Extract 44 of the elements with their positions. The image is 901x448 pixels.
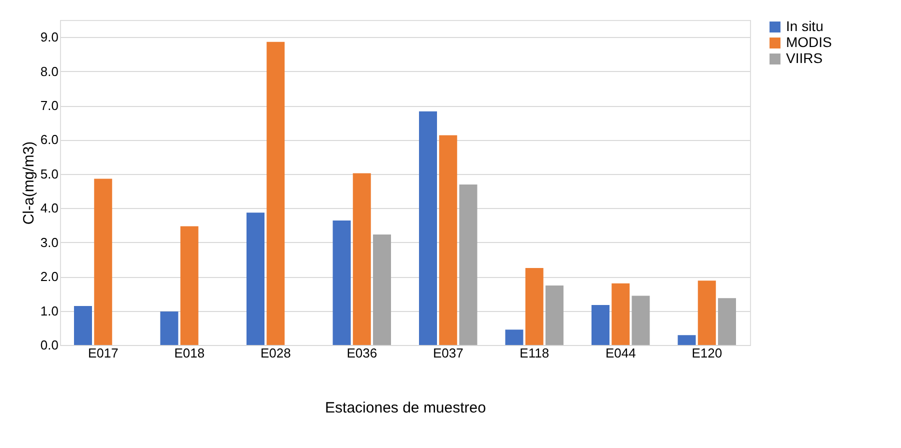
- bar: [246, 212, 264, 345]
- bar: [505, 330, 524, 345]
- y-tick-label: 1.0: [40, 303, 58, 318]
- legend-label: VIIRS: [786, 50, 823, 66]
- y-tick-label: 9.0: [40, 30, 58, 45]
- x-tick-label: E118: [520, 346, 550, 360]
- bar: [698, 280, 716, 345]
- bar: [352, 173, 371, 345]
- bar: [718, 298, 736, 345]
- bar: [419, 111, 437, 345]
- y-tick-label: 4.0: [40, 200, 58, 216]
- y-tick-label: 7.0: [40, 98, 58, 114]
- y-tick-label: 2.0: [40, 269, 58, 284]
- bar: [678, 335, 696, 345]
- bar: [180, 226, 198, 345]
- bar: [632, 296, 650, 345]
- y-tick-label: 6.0: [40, 132, 58, 148]
- bar: [439, 135, 458, 345]
- y-tick-label: 5.0: [40, 166, 58, 182]
- x-tick-label: E037: [432, 346, 464, 360]
- bar: [546, 285, 564, 345]
- bar: [332, 220, 351, 345]
- y-tick-label: 0.0: [40, 338, 58, 352]
- x-tick-label: E018: [174, 346, 205, 360]
- legend-label: In situ: [786, 18, 824, 34]
- bar: [94, 178, 112, 345]
- x-tick-label: E017: [88, 346, 118, 360]
- bar: [592, 304, 610, 345]
- x-tick-label: E044: [605, 346, 636, 360]
- y-tick-label: 8.0: [40, 64, 58, 79]
- bar: [74, 306, 92, 345]
- y-tick-label: 3.0: [40, 234, 58, 250]
- y-axis-title: Cl-a(mg/m3): [20, 141, 38, 225]
- x-tick-label: E036: [346, 346, 378, 360]
- bar: [525, 268, 544, 345]
- legend-label: MODIS: [786, 34, 832, 50]
- bar: [160, 311, 178, 345]
- bar: [266, 42, 285, 345]
- bar: [373, 234, 391, 345]
- x-tick-label: E120: [692, 346, 722, 360]
- x-axis-title: Estaciones de muestreo: [325, 400, 486, 416]
- bar: [459, 184, 478, 345]
- x-tick-label: E028: [260, 346, 291, 360]
- bar: [612, 283, 630, 345]
